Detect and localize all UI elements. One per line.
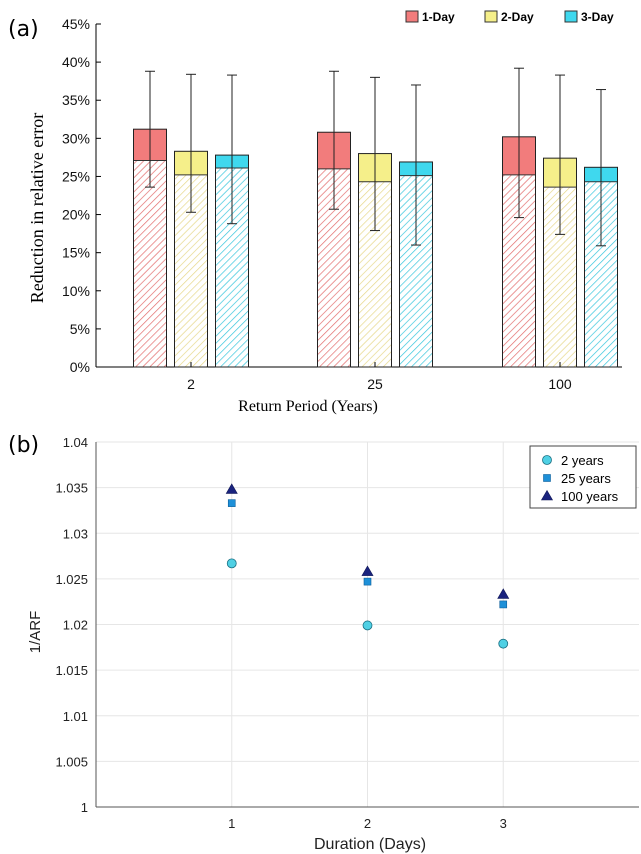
panel-b-y-tick-label: 1.015 <box>55 663 88 678</box>
point-100-years-day-1 <box>225 483 238 494</box>
bar-hatched-1-day-2 <box>133 160 167 367</box>
point-100-years-day-3 <box>497 588 510 599</box>
panel-b-x-axis-label: Duration (Days) <box>314 836 426 853</box>
legend-label-2-day: 2-Day <box>501 10 534 24</box>
panel-a-x-tick-label: 100 <box>548 376 572 392</box>
panel-b-ticks: 1 1.005 1.01 1.015 1.02 1.025 1.03 1.035 1.04 1 2 3 <box>55 435 506 831</box>
legend-label-100-years: 100 years <box>561 489 619 504</box>
panel-a-legend: 1-Day 2-Day 3-Day <box>405 10 614 24</box>
point-2-years-day-3 <box>498 638 509 649</box>
panel-b-points <box>225 483 510 649</box>
panel-b-y-tick-label: 1.005 <box>55 754 88 769</box>
panel-a-y-tick-label: 5% <box>70 321 90 337</box>
panel-b-y-tick-label: 1.035 <box>55 481 88 496</box>
panel-a-x-tick-label: 25 <box>367 376 383 392</box>
legend-label-2-years: 2 years <box>561 453 604 468</box>
legend-label-1-day: 1-Day <box>422 10 455 24</box>
point-25-years-day-1 <box>227 499 236 507</box>
legend-swatch-2-day <box>484 10 498 23</box>
legend-marker-2-years <box>542 455 552 465</box>
point-100-years-day-2 <box>361 565 374 576</box>
panel-b-scatter-chart: (b) 1 1.005 1.01 1.015 1.02 1.025 1.03 1.035 1.0… <box>8 433 639 853</box>
panel-a-bars <box>133 67 618 368</box>
panel-a-y-tick-label: 45% <box>62 16 90 32</box>
panel-a-y-tick-label: 40% <box>62 54 90 70</box>
panel-b-y-tick-label: 1.02 <box>63 618 88 633</box>
panel-a-y-tick-label: 0% <box>70 359 90 375</box>
panel-a-label: (a) <box>8 17 39 42</box>
panel-b-y-tick-label: 1 <box>81 800 88 815</box>
panel-a-x-tick-label: 2 <box>187 376 195 392</box>
legend-label-25-years: 25 years <box>561 471 611 486</box>
panel-b-x-tick-label: 1 <box>228 816 235 831</box>
legend-label-3-day: 3-Day <box>581 10 614 24</box>
panel-a-bar-chart: (a) 0% 5% 10% 15% 20% 25% 30% 35% 40% 45% 2 25 100 R… <box>8 10 622 415</box>
panel-a-y-tick-label: 35% <box>62 92 90 108</box>
point-25-years-day-3 <box>499 600 508 609</box>
legend-marker-25-years <box>543 474 551 482</box>
legend-swatch-1-day <box>405 10 419 23</box>
panel-a-x-axis-label: Return Period (Years) <box>238 398 378 415</box>
panel-b-y-tick-label: 1.04 <box>63 435 88 450</box>
point-2-years-day-1 <box>226 558 237 569</box>
panel-a-y-axis-label: Reduction in relative error <box>27 113 47 303</box>
panel-a-ticks: 0% 5% 10% 15% 20% 25% 30% 35% 40% 45% 2 25 100 <box>62 16 572 392</box>
panel-b-y-tick-label: 1.025 <box>55 572 88 587</box>
panel-a-y-tick-label: 25% <box>62 168 90 184</box>
panel-b-y-tick-label: 1.01 <box>63 709 88 724</box>
point-25-years-day-2 <box>363 577 372 586</box>
panel-a-y-tick-label: 15% <box>62 245 90 261</box>
panel-b-y-axis-label: 1/ARF <box>27 611 44 654</box>
panel-a-y-tick-label: 20% <box>62 207 90 223</box>
panel-a-y-tick-label: 10% <box>62 283 90 299</box>
panel-a-y-tick-label: 30% <box>62 130 90 146</box>
panel-b-x-tick-label: 2 <box>364 816 371 831</box>
panel-b-y-tick-label: 1.03 <box>63 526 88 541</box>
legend-swatch-3-day <box>564 10 578 23</box>
panel-b-label: (b) <box>8 433 39 458</box>
legend-marker-100-years <box>540 489 554 501</box>
panel-b-legend: 2 years 25 years 100 years <box>529 445 637 509</box>
point-2-years-day-2 <box>362 620 373 631</box>
panel-b-x-tick-label: 3 <box>500 816 507 831</box>
